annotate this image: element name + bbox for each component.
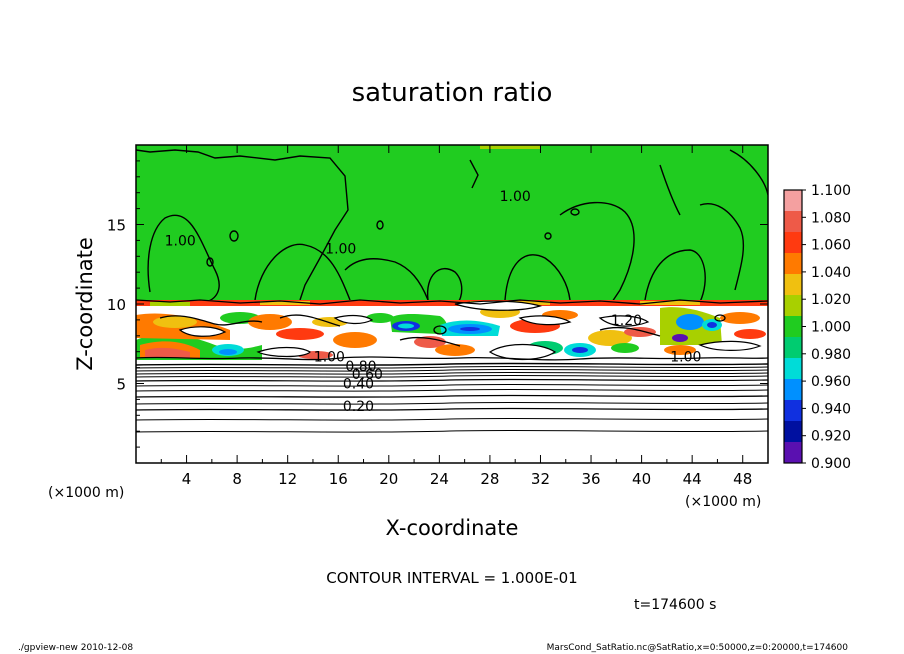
lower-contours [136,362,768,433]
x-tick-label: 48 [733,470,752,488]
x-tick-label: 44 [683,470,702,488]
x-axis-label: X-coordinate [386,516,519,540]
colorbar: 1.100 1.080 1.060 1.040 1.020 1.000 0.980 0.960… [783,183,851,472]
x-tick-label: 24 [430,470,449,488]
colorbar-swatch [784,211,802,233]
colorbar-label: 1.020 [811,292,851,308]
colorbar-swatch [784,316,802,338]
x-tick-label: 40 [632,470,651,488]
plot-area [136,145,768,463]
chart-title: saturation ratio [352,78,553,108]
contour-label: 0.20 [343,399,374,415]
footer-left: ./gpview-new 2010-12-08 [18,643,133,653]
x-axis-unit-left: (×1000 m) [48,485,124,501]
x-tick-label: 8 [232,470,242,488]
contour-label: 1.00 [165,234,196,250]
colorbar-swatch [784,274,802,296]
colorbar-label: 0.940 [811,401,851,417]
y-tick-label: 5 [116,376,126,394]
contour-label: 1.00 [325,242,356,258]
colorbar-label: 1.080 [811,210,851,226]
colorbar-label: 0.960 [811,374,851,390]
x-tick-label: 20 [379,470,398,488]
x-tick-label: 36 [581,470,600,488]
cloud-blobs [178,300,762,361]
colorbar-swatch [784,358,802,380]
colorbar-swatch [784,232,802,254]
x-tick-label: 32 [531,470,550,488]
contour-label: 1.00 [670,350,701,366]
x-tick-label: 16 [329,470,348,488]
x-axis-unit-right: (×1000 m) [685,494,761,510]
contour-label: 0.40 [343,377,374,393]
contour-label: 0.60 [352,367,383,383]
y-tick-label: 15 [107,217,126,235]
upper-contours [136,149,768,303]
colorbar-swatch [784,442,802,464]
x-tick-label: 12 [278,470,297,488]
colorbar-label: 0.900 [811,456,851,472]
colorbar-swatch [784,379,802,401]
x-axis: 4 8 12 16 20 24 28 32 36 40 44 48 [160,145,752,488]
x-tick-label: 28 [480,470,499,488]
y-tick-label: 10 [107,296,126,314]
contour-label: 0.80 [345,359,376,375]
colorbar-swatch [784,190,802,212]
colorbar-label: 1.000 [811,320,851,336]
band-contours [136,299,768,361]
colorbar-swatch [784,400,802,422]
colorbar-swatch [784,295,802,317]
saturated-region [136,145,768,305]
colorbar-label: 0.980 [811,347,851,363]
contour-interval-text: CONTOUR INTERVAL = 1.000E-01 [326,569,577,587]
colorbar-label: 1.040 [811,265,851,281]
colorbar-swatch [784,421,802,443]
contour-label: 1.00 [314,350,345,366]
saturated-top-strip [480,145,540,149]
time-label: t=174600 s [634,597,716,613]
colorbar-swatch [784,337,802,359]
colorbar-label: 0.920 [811,429,851,445]
contour-label: 1.20 [611,313,642,329]
colorbar-label: 1.100 [811,183,851,199]
colorbar-label: 1.060 [811,238,851,254]
contour-labels: 1.001.00 1.001.201.001.000.800.600.400.20 [165,189,702,415]
y-axis-label: Z-coordinate [73,237,97,371]
contour-label: 1.00 [500,189,531,205]
colorbar-swatch [784,253,802,275]
footer-right: MarsCond_SatRatio.nc@SatRatio,x=0:50000,… [547,643,849,653]
y-axis: 5 10 15 [107,160,768,448]
x-tick-label: 4 [182,470,192,488]
